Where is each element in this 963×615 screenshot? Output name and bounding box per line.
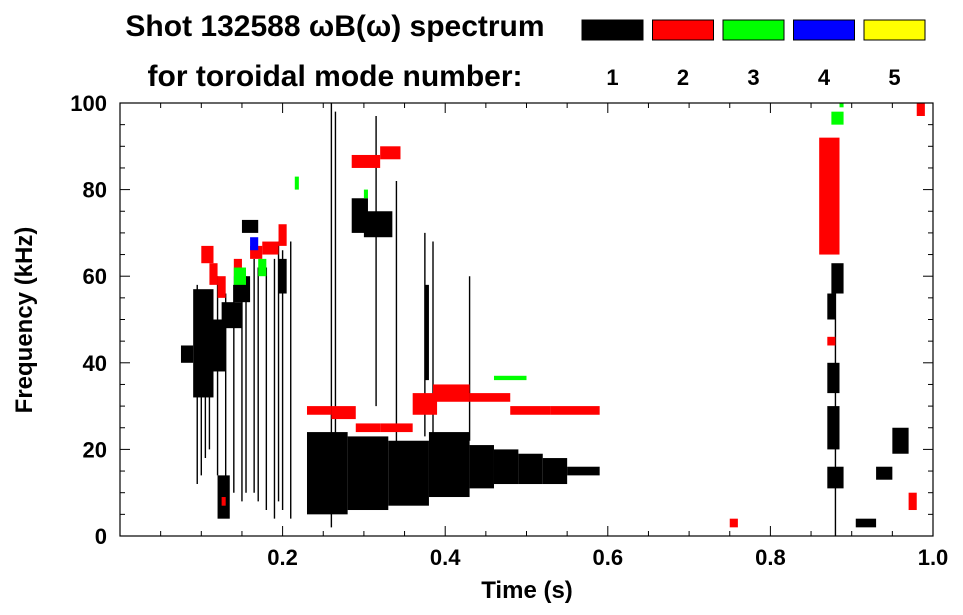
legend-label-mode-5: 5 [888, 65, 900, 90]
mode-1-region-2 [213, 319, 226, 372]
mode-2-region-23 [908, 492, 917, 511]
x-axis-label: Time (s) [481, 577, 573, 604]
mode-1-region-14 [518, 453, 543, 485]
mode-2-region-1 [209, 263, 218, 285]
plot-data [180, 103, 925, 536]
chart-title-line2: for toroidal mode number: [148, 60, 523, 93]
mode-2-region-12 [412, 393, 438, 415]
mode-1-region-24 [827, 362, 840, 394]
y-tick-label-60: 60 [83, 264, 107, 289]
mode-1-region-4 [221, 302, 242, 329]
x-tick-label-0.4: 0.4 [430, 545, 461, 570]
mode-1-region-0 [180, 345, 194, 363]
mode-2-region-16 [550, 406, 600, 415]
mode-2-region-5 [262, 241, 279, 255]
mode-1-region-15 [542, 458, 568, 485]
mode-2-region-21 [916, 103, 925, 116]
x-tick-label-0.2: 0.2 [267, 545, 298, 570]
legend-swatch-mode-5 [863, 19, 926, 41]
mode-1-region-18 [363, 211, 393, 238]
legend-swatch-mode-1 [581, 19, 644, 41]
mode-1-region-6 [241, 219, 259, 233]
mode-2-region-14 [469, 393, 511, 402]
mode-1-region-27 [855, 518, 877, 528]
mode-3-region-1 [258, 258, 267, 277]
mode-2-region-0 [201, 245, 214, 264]
mode-1-region-9 [347, 436, 389, 511]
legend-label-mode-3: 3 [747, 65, 759, 90]
mode-1-region-11 [428, 432, 470, 498]
mode-1-region-21 [827, 293, 836, 320]
mode-1-region-8 [306, 432, 348, 515]
legend-swatch-mode-4 [793, 19, 855, 41]
mode-4-region-0 [250, 237, 259, 251]
mode-2-region-17 [351, 154, 381, 168]
mode-2-region-8 [306, 406, 332, 415]
mode-3-region-2 [294, 176, 299, 190]
y-tick-label-40: 40 [83, 351, 107, 376]
mode-2-region-6 [278, 224, 287, 246]
mode-1-region-10 [388, 440, 429, 506]
mode-2-region-9 [331, 406, 356, 420]
mode-2-region-2 [217, 276, 226, 298]
y-axis-label: Frequency (kHz) [11, 227, 38, 414]
x-tick-label-0.6: 0.6 [593, 545, 624, 570]
mode-1-region-1 [193, 289, 214, 398]
legend-label-mode-4: 4 [818, 65, 831, 90]
mode-2-region-10 [355, 423, 381, 433]
mode-1-region-20 [831, 263, 844, 294]
mode-2-region-20 [827, 336, 836, 346]
legend-swatch-mode-2 [652, 19, 714, 41]
x-tick-label-1.0: 1.0 [918, 545, 949, 570]
mode-1-region-16 [567, 466, 600, 476]
legend-label-mode-2: 2 [677, 65, 689, 90]
legend-label-mode-1: 1 [606, 65, 618, 90]
legend: 1 2 3 4 5 [581, 19, 926, 90]
y-tick-label-100: 100 [70, 91, 107, 116]
mode-1-region-25 [876, 466, 893, 480]
y-tick-label-20: 20 [83, 437, 107, 462]
mode-2-region-11 [380, 423, 413, 433]
x-tick-label-0.8: 0.8 [755, 545, 786, 570]
mode-2-region-13 [433, 384, 470, 402]
chart-title-line1: Shot 132588 ωB(ω) spectrum [125, 10, 544, 43]
mode-1-region-12 [469, 445, 494, 489]
legend-swatch-mode-3 [722, 19, 785, 41]
mode-2-region-15 [510, 406, 551, 415]
mode-1-region-23 [827, 406, 840, 450]
mode-2-region-7 [221, 497, 226, 506]
y-tick-label-0: 0 [95, 524, 107, 549]
mode-1-region-13 [493, 449, 519, 485]
mode-3-region-6 [839, 103, 844, 108]
mode-3-region-5 [831, 111, 844, 125]
mode-3-region-4 [493, 375, 527, 381]
mode-1-region-26 [892, 427, 909, 454]
mode-2-region-22 [729, 518, 738, 528]
mode-3-region-3 [363, 189, 368, 199]
mode-1-region-19 [424, 284, 429, 381]
mode-2-region-18 [380, 146, 401, 160]
y-tick-label-80: 80 [83, 178, 107, 203]
mode-2-region-19 [819, 137, 840, 255]
mode-3-region-0 [233, 267, 247, 285]
axis-ticks: 0.2 0.4 0.6 0.8 1.0 0 20 40 60 80 100 [70, 91, 948, 570]
